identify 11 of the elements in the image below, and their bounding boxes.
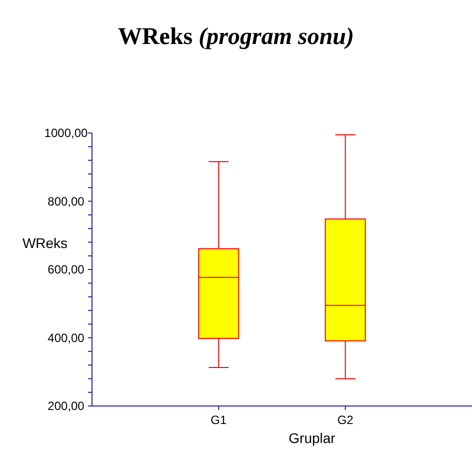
- x-axis-title: Gruplar: [288, 430, 336, 446]
- y-tick-label: 400,00: [48, 330, 85, 345]
- x-tick-label: G2: [337, 413, 354, 427]
- chart-title: WReks: [118, 24, 193, 50]
- y-tick-label: 200,00: [48, 399, 85, 413]
- y-axis-title: WReks: [22, 235, 68, 251]
- y-tick-label: 800,00: [48, 194, 85, 208]
- x-tick-label: G1: [210, 413, 227, 427]
- y-tick-label: 600,00: [48, 262, 85, 276]
- y-tick-label: 1000,00: [44, 126, 88, 140]
- chart-subtitle: (program sonu): [192, 24, 354, 50]
